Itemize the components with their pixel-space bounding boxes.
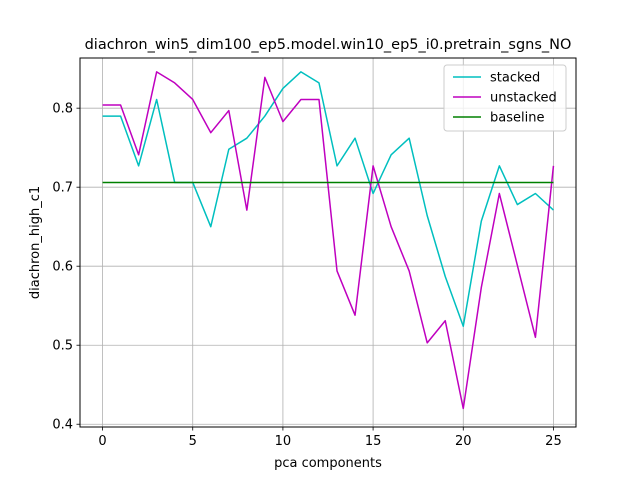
x-tick-label: 10 bbox=[275, 434, 292, 449]
y-tick-label: 0.7 bbox=[52, 181, 73, 196]
series-line-unstacked bbox=[102, 71, 555, 410]
chart-title: diachron_win5_dim100_ep5.model.win10_ep5… bbox=[85, 37, 572, 53]
series-lines bbox=[102, 71, 555, 410]
legend-box bbox=[443, 64, 567, 132]
x-tick-label: 0 bbox=[98, 434, 106, 449]
legend-label-baseline: baseline bbox=[490, 111, 544, 126]
y-axis-label: diachron_high_c1 bbox=[28, 186, 43, 299]
legend: stacked unstacked baseline bbox=[443, 64, 567, 132]
x-axis-label: pca components bbox=[274, 456, 382, 471]
plot-frame bbox=[79, 57, 577, 428]
y-tick-label: 0.8 bbox=[52, 102, 73, 117]
y-tick-label: 0.6 bbox=[52, 260, 73, 275]
axis-ticks: 0 5 10 15 20 25 0.4 0.5 0.6 0.7 0.8 bbox=[52, 102, 561, 449]
x-tick-label: 25 bbox=[545, 434, 562, 449]
y-tick-label: 0.4 bbox=[52, 418, 73, 433]
x-tick-label: 15 bbox=[365, 434, 382, 449]
x-tick-label: 20 bbox=[455, 434, 472, 449]
y-tick-label: 0.5 bbox=[52, 339, 73, 354]
x-tick-label: 5 bbox=[189, 434, 197, 449]
legend-label-unstacked: unstacked bbox=[490, 91, 557, 106]
legend-label-stacked: stacked bbox=[490, 71, 540, 86]
